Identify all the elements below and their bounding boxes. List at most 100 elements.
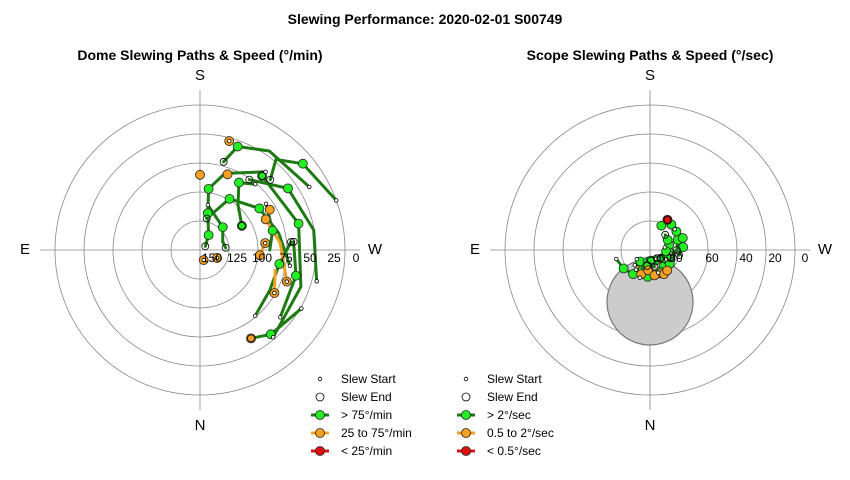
- dome-panel: Dome Slewing Paths & Speed (°/min) S E W…: [20, 47, 412, 458]
- dome-slew-end-marker: [221, 243, 230, 252]
- dome-slew-end-marker: [201, 242, 210, 251]
- dome-speed-marker-fast: [217, 222, 228, 233]
- dome-legend-marker-fast: [315, 410, 325, 420]
- scope-legend-label: Slew End: [487, 390, 538, 404]
- scope-slew-end-marker: [643, 261, 652, 270]
- dome-slew-start-marker: [270, 335, 276, 340]
- dome-speed-marker-fast: [203, 230, 214, 241]
- dome-slew-start-marker: [253, 181, 258, 187]
- scope-slew-end-marker: [661, 230, 670, 239]
- dome-panel-title: Dome Slewing Paths & Speed (°/min): [77, 47, 322, 63]
- dome-radial-tick-label: 100: [252, 251, 272, 265]
- chart-main-title: Slewing Performance: 2020-02-01 S00749: [288, 11, 563, 27]
- dome-slew-end-marker: [258, 172, 267, 180]
- dome-slew-end-marker: [289, 237, 298, 246]
- scope-slew-start-marker: [633, 267, 639, 272]
- scope-panel-title: Scope Slewing Paths & Speed (°/sec): [527, 47, 774, 63]
- scope-slew-end-marker: [653, 254, 661, 263]
- scope-legend-label: < 0.5°/sec: [487, 444, 541, 458]
- dome-legend-marker-slow: [315, 446, 325, 456]
- scope-slew-start-marker: [656, 270, 661, 275]
- scope-legend-label: > 2°/sec: [487, 408, 531, 422]
- dome-slew-end-marker: [266, 175, 275, 184]
- dome-slew-start-marker: [201, 257, 206, 263]
- scope-speed-marker-fast: [618, 263, 629, 274]
- dome-slew-path-fast: [260, 174, 303, 339]
- scope-radial-ticks: 80 60 40 20 0: [669, 251, 808, 265]
- dome-speed-marker-fast: [203, 183, 214, 194]
- dome-legend-item: Slew End: [315, 390, 392, 404]
- scope-radial-tick-label: 0: [802, 251, 809, 265]
- scope-legend-label: Slew Start: [487, 372, 542, 386]
- dome-slew-start-marker: [263, 169, 268, 175]
- dome-slew-end-marker: [247, 334, 255, 343]
- scope-slew-end-marker: [675, 251, 683, 260]
- dome-slew-end-marker: [202, 214, 211, 223]
- scope-radial-tick-label: 40: [739, 251, 753, 265]
- scope-slew-end-marker: [657, 253, 665, 262]
- dome-legend-item: > 75°/min: [311, 408, 392, 422]
- dome-dir-right: W: [368, 241, 383, 258]
- scope-radial-tick-label: 20: [768, 251, 782, 265]
- dome-legend-marker-medium: [315, 428, 325, 438]
- dome-slew-start-marker: [263, 201, 269, 206]
- dome-speed-marker-fast: [297, 158, 308, 169]
- dome-slew-end-marker: [219, 157, 228, 166]
- scope-legend-marker-slow: [461, 446, 471, 456]
- dome-speed-marker-fast: [236, 220, 247, 231]
- dome-speed-marker-fast: [224, 193, 235, 204]
- dome-radial-tick-label: 0: [353, 251, 360, 265]
- dome-polar-grid: [40, 90, 360, 410]
- dome-radial-ticks: 150 125 100 75 50 25 0: [202, 251, 360, 265]
- scope-speed-marker-fast: [662, 234, 673, 245]
- dome-slew-start-marker: [287, 263, 293, 269]
- dome-radial-tick-label: 125: [227, 251, 247, 265]
- dome-legend: Slew Start Slew End > 75°/min 25 to 75°/min…: [311, 372, 412, 458]
- scope-slew-start-marker: [614, 256, 619, 262]
- scope-dir-right: W: [818, 241, 833, 258]
- scope-slew-markers: [614, 214, 689, 282]
- scope-slew-end-marker: [666, 253, 675, 262]
- dome-speed-marker-fast: [267, 225, 278, 236]
- scope-legend-start-marker: [463, 376, 469, 382]
- dome-legend-item: < 25°/min: [311, 444, 392, 458]
- dome-slew-start-marker: [272, 290, 277, 296]
- dome-slew-path-fast: [236, 181, 257, 228]
- dome-speed-marker-medium: [195, 169, 205, 180]
- dome-slew-start-marker: [205, 202, 211, 208]
- dome-speed-marker-fast: [283, 183, 293, 194]
- scope-speed-marker-slow: [662, 214, 673, 225]
- dome-speed-marker-fast: [257, 171, 268, 181]
- scope-legend-end-marker: [461, 392, 471, 402]
- dome-slew-markers: [195, 136, 339, 344]
- dome-slew-start-marker: [314, 279, 319, 284]
- scope-legend-marker-fast: [461, 410, 471, 420]
- scope-legend-marker-medium: [461, 428, 471, 438]
- dome-speed-marker-fast: [274, 259, 285, 269]
- scope-slew-start-marker: [634, 257, 640, 262]
- scope-legend-item: < 0.5°/sec: [457, 444, 541, 458]
- dome-speed-marker-medium: [260, 214, 271, 225]
- scope-slew-start-marker: [672, 227, 677, 232]
- scope-dir-top: S: [645, 67, 655, 84]
- dome-speed-marker-medium: [246, 333, 256, 344]
- scope-dir-bottom: N: [645, 417, 656, 434]
- scope-slew-start-marker: [662, 245, 668, 250]
- dome-slew-path-fast: [247, 178, 319, 283]
- dome-legend-label: > 75°/min: [341, 408, 392, 422]
- dome-slew-start-marker: [278, 315, 283, 320]
- dome-speed-marker-fast: [293, 218, 304, 229]
- dome-dir-left: E: [20, 241, 30, 258]
- dome-slew-path-fast: [222, 145, 311, 189]
- dome-legend-label: 25 to 75°/min: [341, 426, 412, 440]
- scope-legend-item: Slew Start: [463, 372, 542, 386]
- dome-legend-start-marker: [317, 376, 323, 382]
- dome-radial-tick-label: 50: [303, 251, 317, 265]
- dome-speed-marker-fast: [234, 177, 244, 188]
- dome-legend-item: Slew Start: [317, 372, 396, 386]
- scope-radial-tick-label: 60: [705, 251, 719, 265]
- scope-panel: Scope Slewing Paths & Speed (°/sec) S E …: [457, 47, 833, 458]
- scope-speed-marker-fast: [677, 233, 688, 243]
- scope-legend-item: > 2°/sec: [457, 408, 531, 422]
